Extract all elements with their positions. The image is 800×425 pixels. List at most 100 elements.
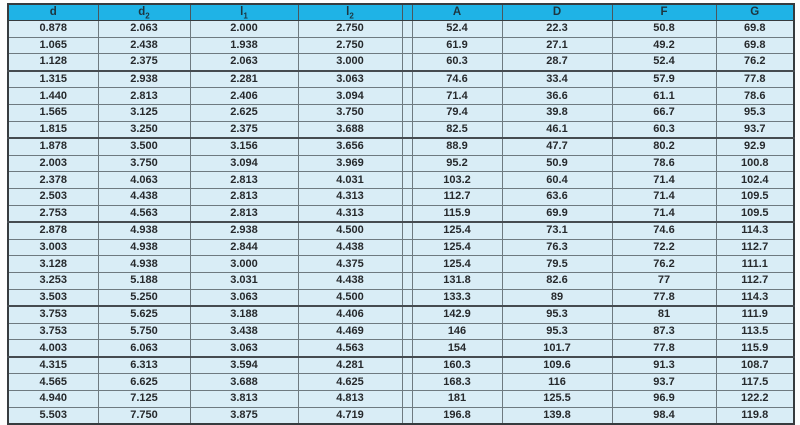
cell: 71.4 (611, 205, 717, 224)
cell: 3.594 (189, 356, 299, 375)
cell: 114.3 (715, 222, 795, 240)
cell: 125.4 (411, 239, 503, 257)
column-separator (401, 239, 413, 257)
cell: 81 (611, 306, 717, 324)
cell: 2.281 (189, 70, 299, 89)
cell: 116 (501, 373, 613, 392)
column-separator (401, 188, 413, 206)
cell: 61.9 (411, 37, 503, 55)
column-header-d: d (7, 4, 99, 21)
cell: 1.440 (7, 87, 99, 105)
cell: 2.813 (97, 87, 191, 105)
cell: 5.188 (97, 272, 191, 290)
cell: 91.3 (611, 356, 717, 375)
cell: 60.3 (411, 53, 503, 72)
table-row: 3.503 5.250 3.063 4.500 133.3 89 77.8 114.3 (7, 289, 795, 308)
cell: 76.2 (715, 53, 795, 72)
cell: 2.375 (189, 121, 299, 140)
cell: 196.8 (411, 407, 503, 425)
cell: 5.503 (7, 407, 99, 425)
column-separator (401, 272, 413, 290)
column-header-l2: l2 (297, 4, 403, 21)
column-separator (401, 407, 413, 425)
cell: 131.8 (411, 272, 503, 290)
cell: 3.813 (189, 390, 299, 408)
cell: 0.878 (7, 20, 99, 38)
cell: 2.003 (7, 155, 99, 173)
table-row: 3.003 4.938 2.844 4.438 125.4 76.3 72.2 112.7 (7, 239, 795, 257)
column-separator (401, 20, 413, 38)
cell: 3.000 (297, 53, 403, 72)
cell: 3.500 (97, 138, 191, 156)
cell: 4.719 (297, 407, 403, 425)
cell: 66.7 (611, 104, 717, 122)
cell: 76.2 (611, 255, 717, 273)
cell: 2.000 (189, 20, 299, 38)
cell: 160.3 (411, 356, 503, 375)
cell: 1.128 (7, 53, 99, 72)
cell: 69.8 (715, 20, 795, 38)
cell: 89 (501, 289, 613, 308)
table-row: 1.440 2.813 2.406 3.094 71.4 36.6 61.1 78.6 (7, 87, 795, 105)
column-separator (401, 4, 413, 21)
cell: 2.406 (189, 87, 299, 105)
table-row: 2.753 4.563 2.813 4.313 115.9 69.9 71.4 109.5 (7, 205, 795, 224)
column-label-subscript: 1 (243, 11, 248, 21)
cell: 125.4 (411, 255, 503, 273)
cell: 101.7 (501, 339, 613, 358)
cell: 109.6 (501, 356, 613, 375)
cell: 4.313 (297, 205, 403, 224)
cell: 3.753 (7, 323, 99, 341)
cell: 109.5 (715, 188, 795, 206)
cell: 1.815 (7, 121, 99, 140)
cell: 1.315 (7, 70, 99, 89)
cell: 109.5 (715, 205, 795, 224)
cell: 2.813 (189, 205, 299, 224)
column-separator (401, 390, 413, 408)
cell: 69.9 (501, 205, 613, 224)
header-row: d d2 l1 l2 A D F G (7, 4, 795, 21)
cell: 80.2 (611, 138, 717, 156)
cell: 22.3 (501, 20, 613, 38)
cell: 5.625 (97, 306, 191, 324)
cell: 72.2 (611, 239, 717, 257)
cell: 146 (411, 323, 503, 341)
cell: 71.4 (611, 188, 717, 206)
column-label: l (346, 6, 350, 18)
cell: 4.625 (297, 373, 403, 392)
cell: 103.2 (411, 171, 503, 189)
column-label: l (240, 6, 244, 18)
column-label: A (452, 6, 462, 18)
cell: 3.094 (297, 87, 403, 105)
column-header-D: D (501, 4, 613, 21)
column-separator (401, 289, 413, 308)
cell: 82.5 (411, 121, 503, 140)
cell: 82.6 (501, 272, 613, 290)
cell: 5.750 (97, 323, 191, 341)
cell: 4.315 (7, 356, 99, 375)
cell: 113.5 (715, 323, 795, 341)
cell: 3.188 (189, 306, 299, 324)
cell: 3.750 (97, 155, 191, 173)
table-row: 2.003 3.750 3.094 3.969 95.2 50.9 78.6 100.8 (7, 155, 795, 173)
cell: 98.4 (611, 407, 717, 425)
cell: 7.750 (97, 407, 191, 425)
column-label-subscript: 2 (145, 11, 150, 21)
cell: 2.625 (189, 104, 299, 122)
cell: 4.063 (97, 171, 191, 189)
cell: 2.750 (297, 37, 403, 55)
cell: 71.4 (611, 171, 717, 189)
cell: 77 (611, 272, 717, 290)
cell: 108.7 (715, 356, 795, 375)
cell: 3.688 (297, 121, 403, 140)
cell: 3.753 (7, 306, 99, 324)
cell: 69.8 (715, 37, 795, 55)
dimension-table: d d2 l1 l2 A D F G 0.878 2.063 2.000 2.750 52.4 22.3… (7, 3, 795, 425)
cell: 6.625 (97, 373, 191, 392)
cell: 125.4 (411, 222, 503, 240)
cell: 111.1 (715, 255, 795, 273)
cell: 3.128 (7, 255, 99, 273)
table-row: 0.878 2.063 2.000 2.750 52.4 22.3 50.8 69.8 (7, 20, 795, 38)
cell: 79.5 (501, 255, 613, 273)
cell: 4.938 (97, 255, 191, 273)
